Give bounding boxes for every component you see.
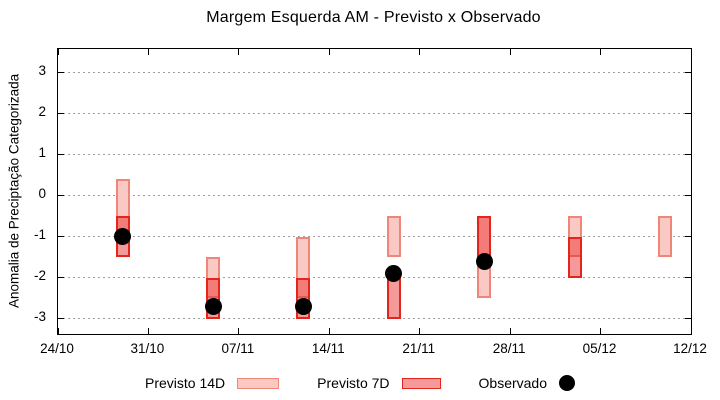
x-axis-tick bbox=[147, 328, 149, 334]
y-axis-tick bbox=[58, 72, 64, 73]
y-axis-tick bbox=[58, 154, 64, 155]
x-axis-tick bbox=[328, 49, 330, 55]
observado-dot bbox=[294, 297, 312, 315]
observado-dot bbox=[385, 264, 403, 282]
observado-dot bbox=[114, 228, 132, 245]
legend-item-previsto-14d: Previsto 14D bbox=[145, 375, 280, 391]
x-axis-tick bbox=[690, 328, 692, 334]
x-axis-tick bbox=[147, 49, 149, 55]
y-axis-tick bbox=[685, 236, 691, 237]
previsto-7d-box bbox=[386, 277, 401, 319]
y-tick-label: 2 bbox=[38, 103, 46, 119]
y-axis-tick bbox=[58, 318, 64, 319]
x-tick-label: 07/11 bbox=[221, 341, 255, 356]
x-axis-tick bbox=[238, 328, 240, 334]
legend-label-observado: Observado bbox=[478, 375, 547, 391]
previsto-14d-box bbox=[386, 216, 401, 257]
y-tick-label: 3 bbox=[38, 62, 46, 78]
x-tick-label: 21/11 bbox=[402, 341, 436, 356]
gridline bbox=[58, 195, 691, 196]
legend-swatch-previsto-7d-icon bbox=[401, 377, 441, 389]
gridline bbox=[58, 236, 691, 237]
chart-title: Margem Esquerda AM - Previsto x Observad… bbox=[206, 9, 541, 26]
previsto-14d-box bbox=[658, 216, 673, 257]
y-axis-tick bbox=[685, 72, 691, 73]
y-axis-tick bbox=[685, 113, 691, 114]
gridline bbox=[58, 72, 691, 73]
previsto-14d-box bbox=[296, 236, 311, 298]
x-axis-tick bbox=[600, 49, 602, 55]
previsto-7d-box bbox=[477, 216, 492, 257]
y-axis-tick bbox=[58, 236, 64, 237]
legend-label-previsto-14d: Previsto 14D bbox=[145, 375, 226, 391]
x-axis-tick bbox=[57, 328, 59, 334]
observado-dot bbox=[475, 252, 493, 270]
y-tick-label: -1 bbox=[33, 226, 46, 242]
x-tick-label: 28/11 bbox=[492, 341, 526, 356]
previsto-7d-box bbox=[567, 236, 582, 278]
y-axis-tick bbox=[58, 113, 64, 114]
x-axis-tick bbox=[419, 49, 421, 55]
y-axis-tick bbox=[685, 154, 691, 155]
gridline bbox=[58, 318, 691, 319]
x-axis-tick bbox=[238, 49, 240, 55]
plot-area bbox=[57, 48, 692, 335]
y-tick-label: 0 bbox=[38, 185, 46, 201]
y-axis-tick bbox=[58, 277, 64, 278]
x-axis-tick bbox=[690, 49, 692, 55]
x-axis-tick bbox=[328, 328, 330, 334]
legend: Previsto 14D Previsto 7D Observado bbox=[0, 371, 720, 395]
y-axis-tick bbox=[685, 277, 691, 278]
x-tick-label: 12/12 bbox=[673, 341, 707, 356]
x-axis-tick bbox=[509, 49, 511, 55]
x-axis-tick bbox=[419, 328, 421, 334]
y-tick-label: -2 bbox=[33, 267, 46, 283]
legend-item-previsto-7d: Previsto 7D bbox=[317, 375, 441, 391]
x-tick-label: 05/12 bbox=[582, 341, 617, 356]
legend-swatch-previsto-14d-icon bbox=[237, 377, 280, 389]
x-axis-tick bbox=[57, 49, 59, 55]
y-axis-tick bbox=[58, 195, 64, 196]
x-tick-label: 14/11 bbox=[311, 341, 345, 356]
x-tick-label: 24/10 bbox=[40, 341, 74, 356]
x-tick-label: 31/10 bbox=[130, 341, 165, 356]
y-axis-tick bbox=[685, 195, 691, 196]
legend-label-previsto-7d: Previsto 7D bbox=[317, 375, 390, 391]
y-tick-label: -3 bbox=[33, 308, 46, 324]
gridline bbox=[58, 154, 691, 155]
legend-item-observado: Observado bbox=[479, 375, 575, 391]
legend-swatch-observado-icon bbox=[559, 375, 575, 391]
gridline bbox=[58, 277, 691, 278]
observado-dot bbox=[204, 297, 222, 315]
y-tick-label: 1 bbox=[38, 144, 46, 160]
gridline bbox=[58, 113, 691, 114]
x-axis-tick bbox=[600, 328, 602, 334]
y-axis-tick bbox=[685, 318, 691, 319]
x-axis-tick bbox=[509, 328, 511, 334]
